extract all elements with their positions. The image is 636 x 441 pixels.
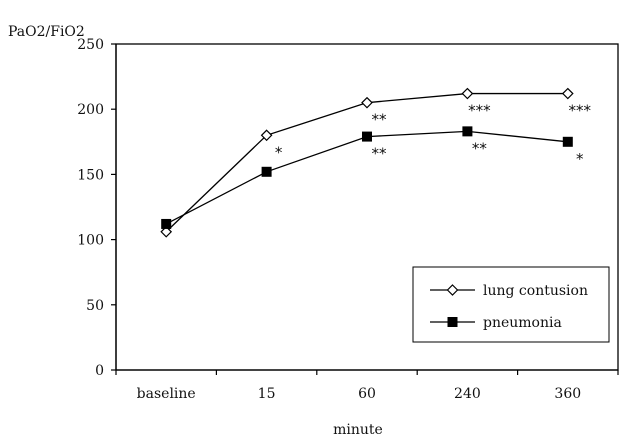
significance-marker: ** (372, 145, 388, 163)
y-axis-label: PaO2/FiO2 (8, 24, 85, 40)
x-tick-label: 60 (358, 386, 376, 402)
significance-marker: *** (468, 102, 491, 120)
y-tick-label: 250 (77, 37, 104, 53)
x-tick-label: baseline (137, 386, 196, 402)
y-tick-label: 0 (95, 363, 104, 379)
data-point-diamond (563, 89, 573, 99)
legend-label: pneumonia (483, 315, 562, 331)
series-lung-contusion (161, 89, 573, 237)
x-tick-label: 360 (554, 386, 581, 402)
series-line (166, 131, 568, 224)
x-tick-label: 240 (454, 386, 481, 402)
data-point-diamond (362, 98, 372, 108)
x-ticks: baseline 15 60 240 360 (116, 370, 618, 402)
significance-marker: ** (372, 111, 388, 129)
series-line (166, 94, 568, 232)
significance-marker: * (576, 150, 584, 168)
y-tick-label: 50 (86, 298, 104, 314)
data-point-square (161, 219, 171, 229)
significance-marker: *** (569, 102, 592, 120)
significance-marker: * (275, 143, 283, 161)
y-tick-label: 200 (77, 102, 104, 118)
series (161, 89, 573, 237)
data-point-square (448, 317, 458, 327)
data-point-square (563, 137, 573, 147)
legend: lung contusion pneumonia (413, 267, 609, 342)
data-point-diamond (462, 89, 472, 99)
data-point-square (362, 132, 372, 142)
y-ticks: 0 50 100 150 200 250 (77, 37, 116, 379)
x-tick-label: 15 (258, 386, 276, 402)
legend-label: lung contusion (483, 283, 588, 299)
y-tick-label: 150 (77, 167, 104, 183)
x-axis-label: minute (333, 422, 383, 438)
data-point-square (462, 126, 472, 136)
data-point-square (262, 167, 272, 177)
y-tick-label: 100 (77, 233, 104, 249)
annotations: ************** (275, 102, 592, 168)
significance-marker: ** (472, 139, 488, 157)
